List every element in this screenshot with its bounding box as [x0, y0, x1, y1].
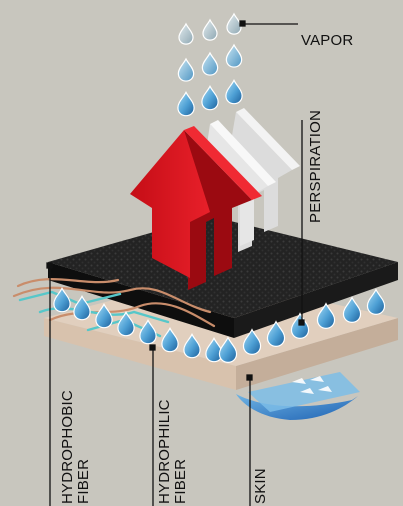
perspiration-droplet [117, 310, 135, 337]
perspiration-droplet [183, 332, 201, 359]
perspiration-droplet [316, 302, 336, 329]
hydrophobic-label-line1: HYDROPHOBIC [59, 390, 76, 504]
skin-label: SKIN [252, 468, 269, 504]
hydrophilic-label-line2: FIBER [171, 458, 189, 504]
vapor-droplet [226, 12, 242, 35]
vapor-droplet [225, 43, 243, 68]
perspiration-droplet [218, 336, 238, 363]
vapor-droplet [201, 84, 219, 111]
vapor-label: VAPOR [301, 32, 354, 49]
skin-flow-graphic [236, 372, 360, 420]
perspiration-arrow [130, 126, 262, 290]
perspiration-droplet [266, 320, 286, 347]
perspiration-droplet [139, 318, 157, 345]
perspiration-droplet [53, 286, 71, 313]
vapor-droplet [202, 18, 218, 41]
vapor-droplet [177, 57, 195, 82]
perspiration-droplet [290, 312, 310, 339]
vapor-droplet [225, 78, 243, 105]
leader-lines [46, 20, 305, 506]
hydrophilic-fiber-label: HYDROPHILIC FIBER [156, 399, 189, 504]
perspiration-droplet [342, 296, 362, 323]
perspiration-droplet [242, 328, 262, 355]
vapor-droplet [177, 90, 195, 117]
hydrophobic-fiber-label: HYDROPHOBIC FIBER [59, 390, 92, 504]
vapor-droplet [201, 51, 219, 76]
perspiration-droplet [95, 302, 113, 329]
hydrophilic-label-line1: HYDROPHILIC [156, 399, 173, 504]
perspiration-label: PERSPIRATION [307, 110, 324, 223]
perspiration-droplet [366, 288, 386, 315]
hydrophobic-label-line2: FIBER [74, 458, 92, 504]
perspiration-droplet [73, 294, 91, 321]
perspiration-droplet [161, 326, 179, 353]
perspiration-droplets [53, 286, 386, 363]
vapor-droplet [178, 22, 194, 45]
vapor-droplets [177, 12, 243, 117]
